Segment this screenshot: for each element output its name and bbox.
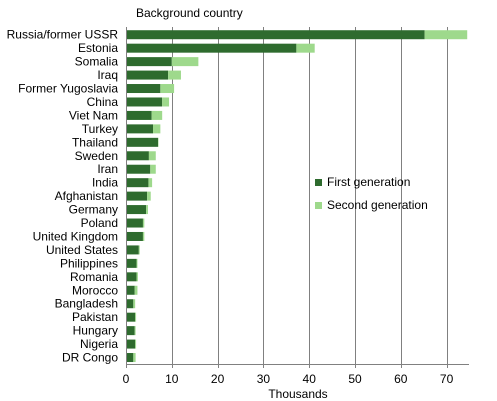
bar-second-generation <box>151 110 163 120</box>
x-tick-label: 60 <box>394 372 408 386</box>
category-label: Bangladesh <box>55 297 118 311</box>
chart-title: Background country <box>136 6 243 20</box>
category-label: DR Congo <box>62 351 118 365</box>
bar-second-generation <box>424 30 468 40</box>
x-tick-label: 50 <box>348 372 362 386</box>
x-tick-label: 30 <box>257 372 271 386</box>
bar-first-generation <box>126 70 169 80</box>
bar-second-generation <box>148 178 153 188</box>
bar-second-generation <box>135 312 137 322</box>
bar-first-generation <box>126 151 149 161</box>
bar-first-generation <box>126 326 135 336</box>
bar-second-generation <box>160 84 175 94</box>
category-label: Nigeria <box>80 337 118 351</box>
category-label: Iraq <box>97 68 118 82</box>
x-tick-labels: 0 10 20 30 40 50 60 70 <box>123 364 454 386</box>
category-label: Morocco <box>72 283 118 297</box>
bar-first-generation <box>126 124 154 134</box>
bar-second-generation <box>134 326 136 336</box>
category-label: Germany <box>69 203 118 217</box>
category-label: Sweden <box>75 149 118 163</box>
bar-second-generation <box>162 97 170 107</box>
bar-second-generation <box>142 231 145 241</box>
x-axis-label: Thousands <box>268 387 327 401</box>
bar-first-generation <box>126 205 147 215</box>
bar-second-generation <box>135 339 137 349</box>
bar-first-generation <box>126 43 297 53</box>
bar-first-generation <box>126 285 135 295</box>
bar-first-generation <box>126 218 143 228</box>
bar-second-generation <box>136 272 138 282</box>
x-tick-label: 10 <box>165 372 179 386</box>
category-label: India <box>92 176 118 190</box>
bar-first-generation <box>126 57 172 67</box>
bar-first-generation <box>126 110 152 120</box>
x-tick-label: 20 <box>211 372 225 386</box>
bar-first-generation <box>126 191 148 201</box>
category-label: Pakistan <box>72 310 118 324</box>
category-label: Turkey <box>82 122 118 136</box>
bar-first-generation <box>126 164 151 174</box>
category-label: Hungary <box>73 324 118 338</box>
bar-second-generation <box>133 353 136 363</box>
category-label: China <box>87 95 119 109</box>
bars <box>126 30 468 363</box>
category-label: Afghanistan <box>55 189 118 203</box>
bar-first-generation <box>126 312 136 322</box>
legend-label: First generation <box>327 175 410 189</box>
legend-swatch <box>315 179 322 186</box>
bar-first-generation <box>126 258 137 268</box>
bar-second-generation <box>150 164 156 174</box>
category-label: Russia/former USSR <box>7 28 119 42</box>
bar-second-generation <box>134 285 138 295</box>
category-label: Former Yugoslavia <box>18 82 118 96</box>
bar-second-generation <box>168 70 181 80</box>
category-label: Viet Nam <box>69 108 118 122</box>
bar-second-generation <box>142 218 145 228</box>
bar-first-generation <box>126 97 163 107</box>
bar-second-generation <box>153 124 161 134</box>
category-label: Poland <box>81 216 118 230</box>
x-tick-label: 40 <box>303 372 317 386</box>
x-tick-label: 0 <box>123 372 130 386</box>
bar-first-generation <box>126 30 425 40</box>
bar-first-generation <box>126 353 134 363</box>
legend: First generation Second generation <box>315 175 428 212</box>
bar-first-generation <box>126 137 159 147</box>
bar-second-generation <box>138 245 140 255</box>
bar-second-generation <box>147 191 151 201</box>
bar-first-generation <box>126 231 143 241</box>
category-label: United States <box>46 243 118 257</box>
bar-second-generation <box>148 151 156 161</box>
legend-swatch <box>315 202 322 209</box>
bar-first-generation <box>126 245 139 255</box>
bar-second-generation <box>136 258 138 268</box>
category-label: Romania <box>70 270 118 284</box>
x-tick-label: 70 <box>440 372 454 386</box>
bar-second-generation <box>133 299 136 309</box>
bar-first-generation <box>126 178 149 188</box>
category-label: Somalia <box>75 55 119 69</box>
category-label: United Kingdom <box>33 229 118 243</box>
category-labels: Russia/former USSREstoniaSomaliaIraqForm… <box>7 28 119 365</box>
bar-second-generation <box>296 43 315 53</box>
category-label: Estonia <box>78 41 118 55</box>
bar-first-generation <box>126 272 137 282</box>
bar-first-generation <box>126 339 136 349</box>
bar-second-generation <box>146 205 148 215</box>
category-label: Iran <box>97 162 118 176</box>
bar-first-generation <box>126 299 134 309</box>
legend-label: Second generation <box>327 198 428 212</box>
bar-first-generation <box>126 84 161 94</box>
category-label: Thailand <box>72 135 118 149</box>
category-label: Philippines <box>60 256 118 270</box>
gridlines <box>172 27 448 364</box>
bar-second-generation <box>171 57 199 67</box>
